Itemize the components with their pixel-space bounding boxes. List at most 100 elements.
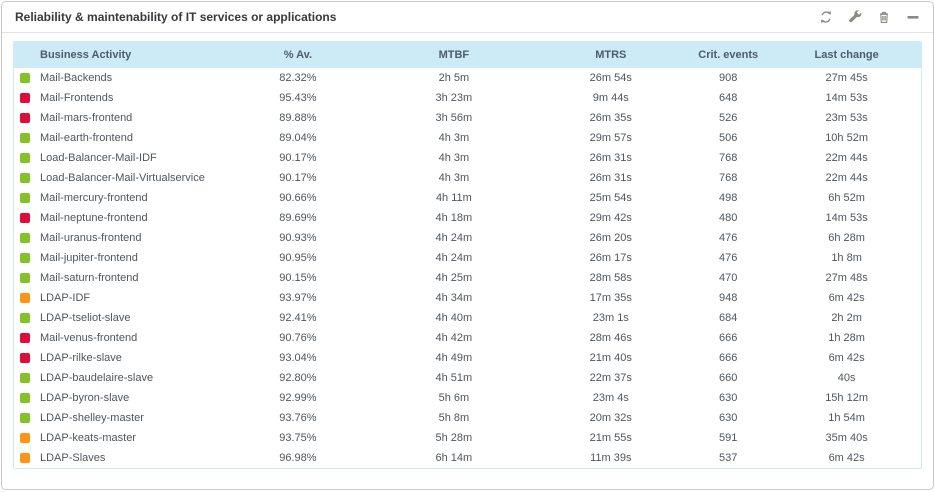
business-activity-cell: LDAP-IDF bbox=[14, 288, 226, 308]
status-swatch bbox=[20, 173, 30, 183]
status-swatch bbox=[20, 273, 30, 283]
mtbf-cell: 4h 40m bbox=[370, 308, 538, 328]
crit-events-cell: 768 bbox=[684, 168, 773, 188]
table-row[interactable]: Mail-uranus-frontend 90.93% 4h 24m 26m 2… bbox=[14, 228, 921, 248]
mtbf-cell: 4h 3m bbox=[370, 148, 538, 168]
table-row[interactable]: LDAP-keats-master 93.75% 5h 28m 21m 55s … bbox=[14, 428, 921, 448]
mtrs-cell: 9m 44s bbox=[537, 88, 685, 108]
table-row[interactable]: LDAP-Slaves 96.98% 6h 14m 11m 39s 537 6m… bbox=[14, 448, 921, 468]
last-change-cell: 6h 52m bbox=[772, 188, 921, 208]
status-swatch bbox=[20, 233, 30, 243]
business-activity-cell: LDAP-baudelaire-slave bbox=[14, 368, 226, 388]
status-swatch bbox=[20, 353, 30, 363]
business-activity-cell: Mail-jupiter-frontend bbox=[14, 248, 226, 268]
mtrs-cell: 29m 42s bbox=[537, 208, 685, 228]
business-activity-cell: LDAP-Slaves bbox=[14, 448, 226, 468]
table-row[interactable]: Load-Balancer-Mail-Virtualservice 90.17%… bbox=[14, 168, 921, 188]
status-swatch bbox=[20, 413, 30, 423]
column-header-business-activity[interactable]: Business Activity bbox=[14, 42, 226, 68]
column-header-availability[interactable]: % Av. bbox=[225, 42, 371, 68]
table-row[interactable]: Mail-neptune-frontend 89.69% 4h 18m 29m … bbox=[14, 208, 921, 228]
business-activity-cell: Mail-Backends bbox=[14, 68, 226, 88]
table-row[interactable]: Mail-saturn-frontend 90.15% 4h 25m 28m 5… bbox=[14, 268, 921, 288]
ba-table-container: Business Activity % Av. MTBF MTRS Crit. … bbox=[13, 41, 922, 469]
crit-events-cell: 684 bbox=[684, 308, 773, 328]
business-activity-cell: Mail-Frontends bbox=[14, 88, 226, 108]
business-activity-label: Mail-neptune-frontend bbox=[40, 212, 148, 224]
status-swatch bbox=[20, 433, 30, 443]
crit-events-cell: 948 bbox=[684, 288, 773, 308]
table-row[interactable]: Load-Balancer-Mail-IDF 90.17% 4h 3m 26m … bbox=[14, 148, 921, 168]
business-activity-label: Load-Balancer-Mail-IDF bbox=[40, 152, 157, 164]
last-change-cell: 14m 53s bbox=[772, 208, 921, 228]
table-row[interactable]: LDAP-shelley-master 93.76% 5h 8m 20m 32s… bbox=[14, 408, 921, 428]
mtbf-cell: 4h 25m bbox=[370, 268, 538, 288]
column-header-last-change[interactable]: Last change bbox=[772, 42, 921, 68]
business-activity-cell: Mail-earth-frontend bbox=[14, 128, 226, 148]
mtbf-cell: 3h 56m bbox=[370, 108, 538, 128]
mtrs-cell: 28m 46s bbox=[537, 328, 685, 348]
column-header-crit-events[interactable]: Crit. events bbox=[684, 42, 773, 68]
table-row[interactable]: LDAP-baudelaire-slave 92.80% 4h 51m 22m … bbox=[14, 368, 921, 388]
widget-header: Reliability & maintenability of IT servi… bbox=[2, 2, 933, 33]
column-header-mtrs[interactable]: MTRS bbox=[537, 42, 685, 68]
table-row[interactable]: LDAP-byron-slave 92.99% 5h 6m 23m 4s 630… bbox=[14, 388, 921, 408]
status-swatch bbox=[20, 453, 30, 463]
crit-events-cell: 630 bbox=[684, 388, 773, 408]
status-swatch bbox=[20, 153, 30, 163]
availability-cell: 90.15% bbox=[225, 268, 371, 288]
trash-icon[interactable] bbox=[876, 9, 892, 25]
crit-events-cell: 537 bbox=[684, 448, 773, 468]
business-activity-cell: Mail-venus-frontend bbox=[14, 328, 226, 348]
availability-cell: 92.80% bbox=[225, 368, 371, 388]
status-swatch bbox=[20, 393, 30, 403]
business-activity-label: Mail-jupiter-frontend bbox=[40, 252, 138, 264]
last-change-cell: 6m 42s bbox=[772, 348, 921, 368]
crit-events-cell: 480 bbox=[684, 208, 773, 228]
mtbf-cell: 4h 3m bbox=[370, 168, 538, 188]
business-activity-label: LDAP-tseliot-slave bbox=[40, 312, 131, 324]
availability-cell: 89.88% bbox=[225, 108, 371, 128]
table-row[interactable]: Mail-venus-frontend 90.76% 4h 42m 28m 46… bbox=[14, 328, 921, 348]
last-change-cell: 1h 8m bbox=[772, 248, 921, 268]
mtrs-cell: 26m 20s bbox=[537, 228, 685, 248]
mtrs-cell: 26m 54s bbox=[537, 68, 685, 88]
mtrs-cell: 23m 1s bbox=[537, 308, 685, 328]
availability-cell: 89.69% bbox=[225, 208, 371, 228]
collapse-icon[interactable] bbox=[905, 9, 921, 25]
table-row[interactable]: Mail-earth-frontend 89.04% 4h 3m 29m 57s… bbox=[14, 128, 921, 148]
status-swatch bbox=[20, 113, 30, 123]
refresh-icon[interactable] bbox=[818, 9, 834, 25]
crit-events-cell: 666 bbox=[684, 328, 773, 348]
mtrs-cell: 26m 35s bbox=[537, 108, 685, 128]
crit-events-cell: 591 bbox=[684, 428, 773, 448]
column-header-mtbf[interactable]: MTBF bbox=[370, 42, 538, 68]
business-activity-label: LDAP-byron-slave bbox=[40, 392, 130, 404]
business-activity-label: Mail-mercury-frontend bbox=[40, 192, 148, 204]
business-activity-label: LDAP-keats-master bbox=[40, 432, 136, 444]
mtbf-cell: 2h 5m bbox=[370, 68, 538, 88]
business-activity-label: LDAP-rilke-slave bbox=[40, 352, 122, 364]
widget-toolbar bbox=[818, 9, 921, 25]
table-row[interactable]: Mail-Frontends 95.43% 3h 23m 9m 44s 648 … bbox=[14, 88, 921, 108]
mtrs-cell: 22m 37s bbox=[537, 368, 685, 388]
crit-events-cell: 498 bbox=[684, 188, 773, 208]
table-row[interactable]: LDAP-tseliot-slave 92.41% 4h 40m 23m 1s … bbox=[14, 308, 921, 328]
table-row[interactable]: Mail-mercury-frontend 90.66% 4h 11m 25m … bbox=[14, 188, 921, 208]
availability-cell: 93.76% bbox=[225, 408, 371, 428]
table-row[interactable]: LDAP-rilke-slave 93.04% 4h 49m 21m 40s 6… bbox=[14, 348, 921, 368]
wrench-icon[interactable] bbox=[847, 9, 863, 25]
mtrs-cell: 11m 39s bbox=[537, 448, 685, 468]
crit-events-cell: 470 bbox=[684, 268, 773, 288]
table-row[interactable]: Mail-jupiter-frontend 90.95% 4h 24m 26m … bbox=[14, 248, 921, 268]
table-row[interactable]: Mail-Backends 82.32% 2h 5m 26m 54s 908 2… bbox=[14, 68, 921, 88]
mtrs-cell: 26m 31s bbox=[537, 168, 685, 188]
status-swatch bbox=[20, 373, 30, 383]
table-row[interactable]: Mail-mars-frontend 89.88% 3h 56m 26m 35s… bbox=[14, 108, 921, 128]
mtrs-cell: 21m 40s bbox=[537, 348, 685, 368]
business-activity-label: Mail-Frontends bbox=[40, 92, 114, 104]
table-row[interactable]: LDAP-IDF 93.97% 4h 34m 17m 35s 948 6m 42… bbox=[14, 288, 921, 308]
mtrs-cell: 23m 4s bbox=[537, 388, 685, 408]
mtrs-cell: 29m 57s bbox=[537, 128, 685, 148]
